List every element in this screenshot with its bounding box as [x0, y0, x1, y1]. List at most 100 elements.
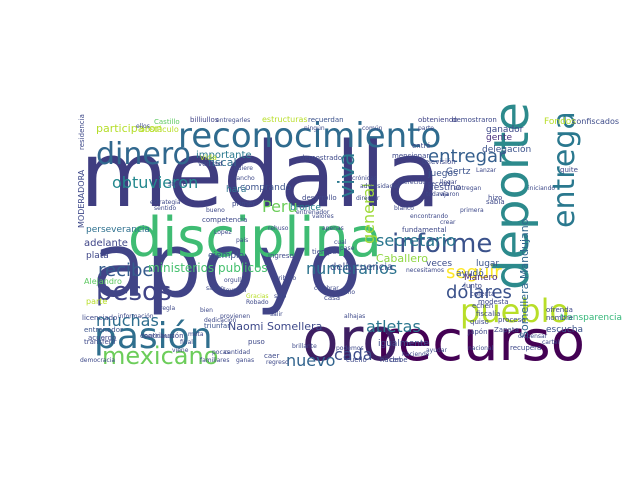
cloud-word: atletas — [366, 317, 421, 336]
cloud-word: televisión — [422, 158, 456, 166]
cloud-word: ganador — [486, 125, 524, 135]
cloud-word: Gracias — [246, 293, 269, 300]
cloud-word: ellos — [136, 123, 150, 130]
cloud-word: juegos — [427, 169, 458, 179]
cloud-word: mexicano — [102, 342, 218, 370]
cloud-word: casa — [324, 294, 340, 302]
cloud-word: cuello — [346, 356, 367, 364]
cloud-word: demostrado — [300, 154, 342, 162]
cloud-word: director — [356, 195, 380, 202]
cloud-word: cada — [334, 345, 373, 364]
cloud-word: fundamental — [402, 226, 447, 234]
cloud-word: mencionar — [392, 152, 429, 160]
cloud-word: entrenador — [84, 326, 123, 334]
cloud-word: general — [359, 183, 378, 244]
cloud-word: cantidad — [224, 349, 250, 356]
cloud-word: residencia — [78, 114, 86, 150]
cloud-word: entró — [412, 142, 431, 150]
cloud-word: Fondos — [544, 117, 576, 127]
cloud-word: tributo — [276, 275, 296, 282]
cloud-word: democracia — [80, 357, 115, 364]
cloud-word: alhajas — [344, 313, 365, 320]
cloud-word: primer — [232, 200, 255, 208]
cloud-word: quiso — [470, 318, 489, 326]
cloud-word: adversidades — [360, 183, 400, 190]
cloud-word: Lopez — [214, 229, 232, 236]
cloud-word: familiares — [200, 357, 229, 364]
cloud-word: deporte — [484, 102, 540, 290]
cloud-word: adelante — [84, 238, 128, 249]
cloud-word: final — [180, 339, 193, 346]
cloud-word: pase — [340, 245, 355, 252]
cloud-word: meta — [188, 331, 204, 338]
cloud-word: apenas — [322, 225, 344, 232]
cloud-word: confiscados — [572, 117, 619, 126]
cloud-word: seguir — [446, 262, 502, 283]
cloud-word: transferir — [84, 338, 117, 346]
cloud-word: sido — [274, 293, 287, 300]
cloud-word: sigue — [168, 180, 187, 188]
cloud-word: recibe — [98, 260, 153, 281]
cloud-word: competencia — [202, 216, 247, 224]
cloud-word: debe — [390, 356, 408, 364]
cloud-word: triunfar — [204, 322, 230, 330]
cloud-word: verdad — [198, 160, 222, 168]
cloud-word: Peru — [262, 197, 298, 216]
cloud-word: llegar — [440, 179, 458, 186]
cloud-word: encontrando — [410, 213, 448, 220]
cloud-word: información — [118, 313, 154, 320]
cloud-word: regla — [160, 305, 176, 312]
cloud-word: blanco — [394, 205, 414, 212]
cloud-word: ayudó — [456, 268, 484, 279]
cloud-word: apoyo — [92, 214, 362, 317]
cloud-word: cartel — [542, 339, 559, 346]
cloud-word: nacional — [468, 345, 494, 352]
cloud-word: rancho — [234, 175, 255, 182]
cloud-word: veces — [426, 259, 452, 269]
cloud-word: todavía — [426, 191, 449, 198]
cloud-word: crear — [440, 219, 456, 226]
cloud-word: rehuso — [268, 225, 289, 232]
cloud-word: Castillo — [154, 118, 180, 126]
cloud-word: Robado — [246, 299, 269, 306]
cloud-word: igualmente — [378, 339, 429, 349]
cloud-word: Alejandro — [84, 277, 122, 286]
cloud-word: Naomi Somellera — [228, 320, 322, 333]
cloud-word: recurso — [376, 309, 585, 374]
cloud-word: proceso — [498, 316, 526, 324]
cloud-word: común — [362, 125, 383, 132]
cloud-word: ingresos — [268, 252, 298, 260]
cloud-word: escucha — [546, 325, 583, 335]
cloud-word: Japón — [467, 328, 488, 336]
cloud-word: bueno — [206, 207, 225, 214]
cloud-word: rajaron — [438, 191, 459, 198]
cloud-word: provienen — [220, 313, 250, 320]
cloud-word: valores — [312, 213, 334, 220]
cloud-word: perseverancia — [86, 225, 150, 235]
cloud-word: dispensar — [518, 333, 548, 340]
cloud-word: bronce — [290, 203, 321, 213]
cloud-word: Caballero — [376, 252, 428, 265]
cloud-word: fiscal — [208, 156, 237, 169]
cloud-word: caer — [264, 352, 279, 360]
cloud-word: pasión — [94, 316, 213, 357]
cloud-word: pesos — [96, 277, 172, 307]
cloud-word: recuerdan — [308, 116, 344, 124]
cloud-word: colecta — [470, 290, 495, 298]
cloud-word: estructuras — [262, 115, 308, 124]
cloud-word: obstáculo — [140, 125, 179, 134]
cloud-word: secretario — [376, 231, 456, 250]
cloud-word: saben — [206, 285, 224, 292]
cloud-word: regreso — [266, 359, 289, 366]
cloud-word: bien — [200, 307, 213, 314]
cloud-word: informe — [392, 229, 492, 259]
cloud-word: estrategia — [150, 199, 181, 206]
cloud-word: desarrollo — [302, 194, 337, 202]
cloud-word: quite — [560, 166, 578, 174]
cloud-word: ayudar — [426, 347, 448, 354]
cloud-word: numerarios — [306, 259, 397, 278]
cloud-word: acuerdo — [88, 334, 116, 342]
cloud-word: Zapata — [494, 326, 519, 334]
cloud-word: ministerios publicos — [148, 261, 268, 275]
cloud-word: muchas — [96, 311, 159, 330]
